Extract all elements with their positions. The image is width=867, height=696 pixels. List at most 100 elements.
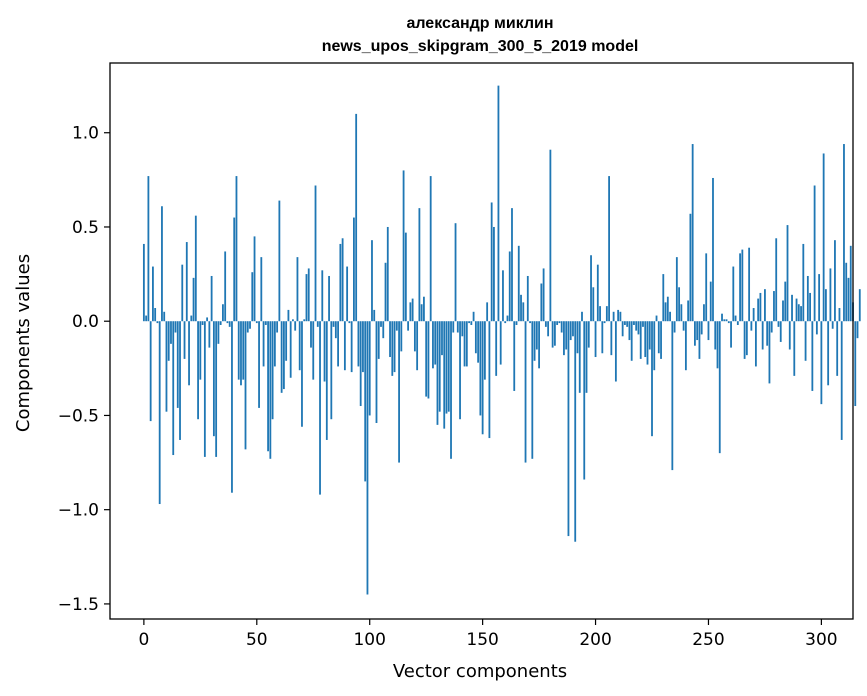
bar	[298, 321, 301, 371]
bar	[671, 321, 674, 471]
bar	[791, 294, 793, 322]
bar	[836, 321, 839, 376]
bar	[188, 321, 190, 386]
bar	[730, 321, 732, 348]
bar	[694, 321, 696, 346]
x-axis-label: Vector components	[393, 661, 567, 682]
bar	[240, 321, 242, 386]
bar	[542, 268, 545, 322]
bar	[736, 321, 739, 325]
bar	[675, 257, 678, 322]
bar	[827, 321, 830, 386]
bar	[273, 321, 276, 367]
y-axis-label: Components values	[13, 254, 34, 432]
bar	[407, 321, 410, 331]
bar	[443, 321, 446, 429]
bar	[572, 321, 574, 337]
bar	[522, 302, 525, 322]
bar	[635, 321, 638, 331]
bar	[452, 321, 455, 333]
bar	[339, 243, 342, 322]
bar	[691, 144, 694, 322]
x-tick-label: 200	[579, 630, 611, 650]
y-tick-label: 0.5	[72, 218, 99, 238]
bar	[353, 217, 355, 322]
bar	[434, 321, 437, 365]
bar	[174, 321, 177, 333]
bar	[786, 225, 789, 322]
bar	[809, 292, 811, 322]
bar	[574, 321, 577, 542]
bar	[705, 253, 708, 322]
bar	[840, 321, 843, 440]
bar	[723, 319, 726, 322]
bar	[231, 321, 233, 493]
bar	[366, 321, 369, 595]
bar	[653, 321, 656, 371]
bar	[264, 321, 267, 325]
bar	[287, 309, 290, 322]
bar	[495, 321, 498, 376]
bar	[553, 321, 556, 346]
bar	[664, 302, 667, 322]
bar	[296, 257, 299, 322]
bar	[590, 255, 592, 322]
bar	[743, 321, 746, 359]
bar	[310, 321, 312, 348]
bar	[303, 319, 306, 322]
bar	[761, 321, 764, 350]
bar	[176, 321, 179, 408]
bar	[149, 321, 152, 422]
bar	[581, 311, 583, 322]
bar	[764, 289, 766, 322]
bar	[280, 321, 283, 393]
bar	[748, 247, 751, 322]
bar	[215, 321, 218, 457]
bar	[617, 309, 620, 322]
y-tick-label: 0.0	[72, 312, 99, 332]
bar	[775, 238, 778, 322]
bar	[242, 321, 245, 380]
bar	[325, 321, 328, 440]
bar	[413, 321, 416, 352]
bar	[592, 287, 595, 322]
bar	[461, 321, 464, 337]
bar	[680, 304, 683, 322]
bar	[531, 321, 534, 459]
bar	[633, 321, 635, 325]
x-tick-label: 0	[138, 630, 149, 650]
bar	[253, 236, 256, 322]
bar	[208, 321, 211, 348]
x-tick-label: 300	[805, 630, 837, 650]
bar	[858, 289, 861, 322]
bar	[301, 321, 303, 427]
bar	[350, 321, 353, 373]
bar	[423, 296, 425, 322]
bar	[386, 226, 389, 322]
y-tick-label: −0.5	[58, 406, 99, 426]
bar	[583, 321, 586, 480]
bar	[246, 321, 249, 333]
bar	[621, 321, 624, 337]
bar	[334, 321, 337, 339]
bar	[822, 153, 825, 322]
bar	[154, 308, 157, 322]
bar	[217, 321, 220, 344]
bar	[630, 321, 633, 361]
bar	[732, 266, 735, 322]
bar	[601, 321, 604, 354]
bar	[540, 283, 543, 322]
bar	[806, 275, 809, 322]
bar	[517, 245, 520, 322]
chart-title: александр миклин news_upos_skipgram_300_…	[322, 15, 639, 55]
bar	[456, 321, 459, 333]
bar	[642, 321, 644, 327]
bar	[757, 298, 760, 322]
bar	[624, 321, 626, 325]
bar	[262, 321, 265, 367]
bar	[800, 306, 802, 322]
bar	[432, 321, 434, 369]
bar	[145, 315, 148, 322]
bar	[181, 264, 184, 322]
